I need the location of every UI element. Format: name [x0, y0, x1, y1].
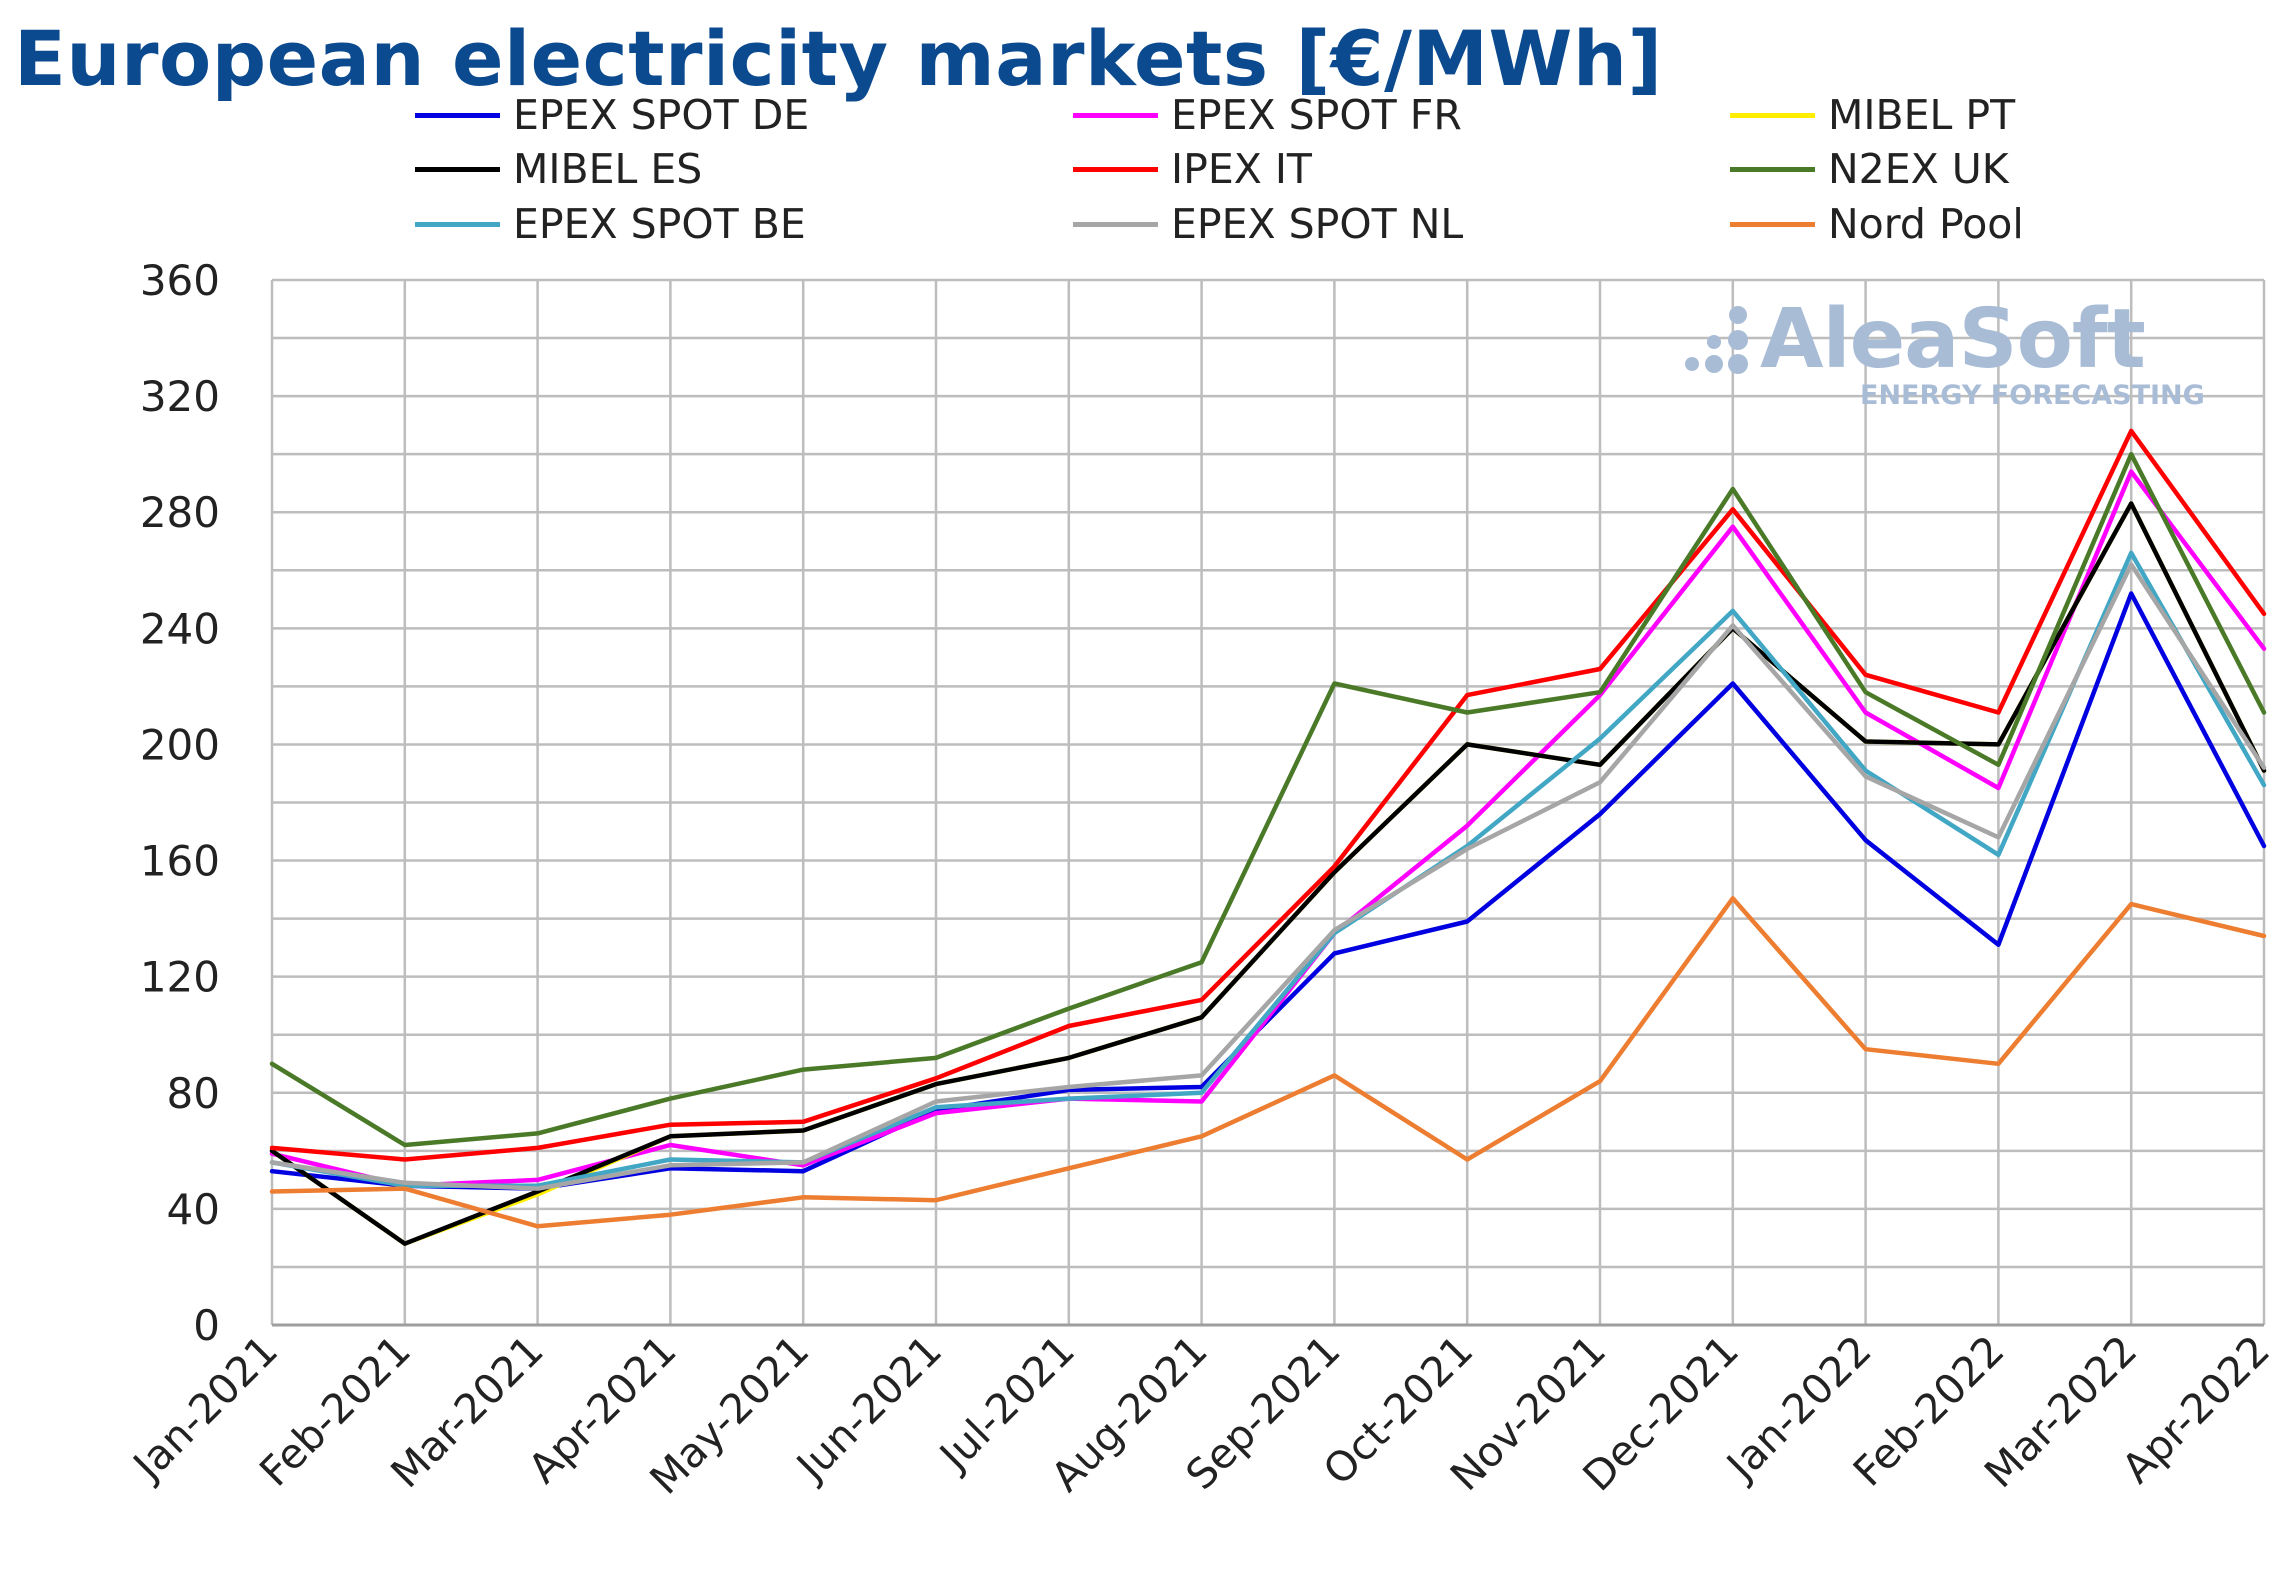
grid [270, 278, 2266, 1327]
x-tick-label: Apr-2022 [2113, 1326, 2279, 1492]
series-line-epex-spot-be [269, 550, 2267, 1188]
y-tick-label: 240 [140, 604, 220, 653]
series-line-epex-spot-fr [269, 469, 2267, 1188]
series-line-nord-pool [269, 896, 2267, 1229]
chart-title: European electricity markets [€/MWh] [14, 14, 1663, 103]
y-tick-label: 160 [140, 837, 220, 886]
y-tick-label: 320 [140, 372, 220, 421]
series-line-epex-spot-de [269, 591, 2267, 1191]
y-tick-label: 40 [167, 1185, 220, 1234]
y-tick-label: 280 [140, 488, 220, 537]
series-line-ipex-it [269, 428, 2267, 1162]
y-axis-ticks: 0 40 80 120 160 200 240 280 320 360 [140, 256, 220, 1350]
series-line-mibel-es [269, 501, 2267, 1246]
x-axis-ticks: Jan-2021Feb-2021Mar-2021Apr-2021May-2021… [122, 1326, 2279, 1504]
y-tick-label: 120 [140, 953, 220, 1002]
y-tick-label: 0 [193, 1301, 220, 1350]
y-tick-label: 200 [140, 720, 220, 769]
x-tick-label: Jun-2021 [785, 1326, 951, 1492]
series-line-mibel-pt [269, 501, 2267, 1246]
series-lines [269, 428, 2267, 1246]
series-line-epex-spot-nl [269, 562, 2267, 1191]
series-line-n2ex-uk [269, 451, 2267, 1148]
y-tick-label: 80 [167, 1069, 220, 1118]
y-tick-label: 360 [140, 256, 220, 305]
